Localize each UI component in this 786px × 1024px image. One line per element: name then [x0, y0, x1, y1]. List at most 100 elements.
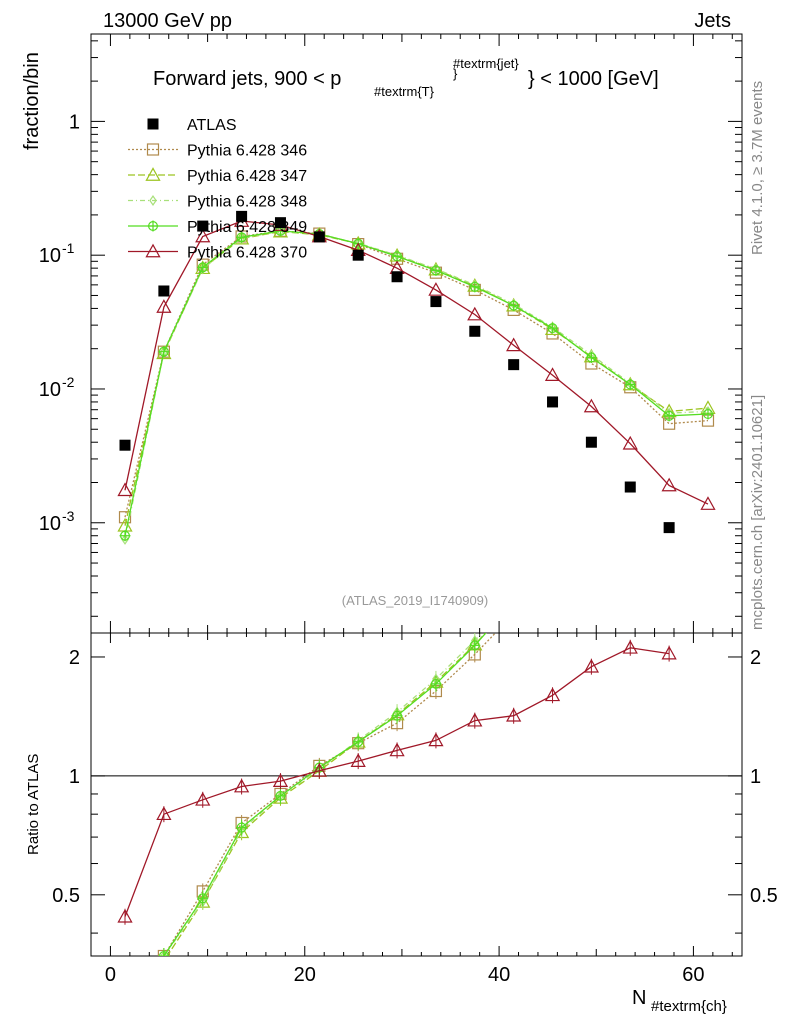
ratio-0-point-10 [508, 608, 519, 619]
mcplots-label: mcplots.cern.ch [arXiv:2401.10621] [749, 395, 766, 630]
ratio-3-point-9 [469, 639, 481, 651]
ratio-1-point-0 [118, 1007, 131, 1019]
x-axis-label-main: N [632, 987, 646, 1009]
series-3-point-0 [119, 530, 131, 542]
ratio-3-point-1 [158, 950, 170, 956]
legend-label-data: ATLAS [187, 117, 237, 134]
ratio-1-point-11 [546, 554, 559, 566]
ratio-0-point-11 [547, 568, 558, 579]
ratio-0-point-12 [586, 538, 597, 549]
legend-marker-3 [147, 220, 159, 232]
data-point-9 [469, 325, 481, 337]
x-tick-label: 0 [105, 964, 116, 986]
ratio-2-point-12 [588, 513, 594, 522]
y-tick-label-top: 10 [39, 513, 61, 535]
ratio-3-point-11-ring [548, 554, 557, 563]
series-line-3 [124, 230, 709, 536]
series-4-point-1 [156, 299, 172, 313]
ratio-panel-frame [90, 632, 743, 957]
series-3-point-9 [469, 281, 481, 293]
series-4-point-14 [661, 477, 677, 492]
ratio-4-point-8 [428, 732, 444, 747]
ratio-3-point-12 [586, 520, 597, 531]
ratio-3-point-2 [197, 892, 209, 904]
ratio-4-point-1 [156, 806, 172, 821]
legend-marker-1 [145, 167, 161, 181]
ratio-line-3 [163, 633, 487, 956]
data-point-6 [352, 249, 364, 261]
series-3-point-15 [702, 408, 714, 420]
chart-title-sub: #textrm{T} [374, 84, 435, 99]
ratio-4-point-10 [506, 707, 522, 722]
data-point-3 [236, 210, 248, 222]
ratio-2-point-11 [549, 552, 555, 561]
legend-label-3: Pythia 6.428 349 [187, 219, 307, 236]
y-tick-label-bottom-right: 0.5 [750, 885, 778, 907]
ratio-4-point-9 [467, 712, 483, 727]
y-tick-label-top-exp: -3 [62, 508, 75, 524]
y-tick-label-bottom: 1 [69, 766, 80, 788]
y-tick-label-bottom: 0.5 [52, 885, 80, 907]
series-3-point-13 [624, 379, 636, 391]
data-point-4 [274, 217, 286, 229]
ratio-1-point-10 [507, 596, 520, 608]
chart-title: Forward jets, 900 < p [153, 68, 341, 90]
ratio-3-point-14-ring [665, 441, 674, 450]
series-4-point-15 [700, 496, 716, 510]
ratio-4-point-14 [661, 645, 677, 660]
series-4-point-0 [117, 482, 133, 497]
legend-marker-4 [145, 243, 161, 258]
series-3-point-12 [585, 351, 597, 363]
ratio-4-point-11 [544, 687, 561, 702]
rivet-label: Rivet 4.1.0, ≥ 3.7M events [749, 81, 766, 255]
legend-marker-0 [146, 143, 160, 156]
ratio-3-point-14 [664, 440, 675, 451]
x-tick-label: 20 [294, 964, 316, 986]
series-4-point-2 [195, 228, 211, 243]
y-tick-label-bottom-right: 2 [750, 647, 761, 669]
ratio-2-point-13 [627, 467, 633, 476]
data-point-11 [547, 396, 559, 408]
chart-title-main: Forward jets, 900 < p [153, 68, 341, 90]
ratio-0-point-0 [120, 983, 131, 994]
ratio-3-point-10 [508, 596, 519, 607]
legend-marker-data [147, 118, 159, 130]
series-3-point-2 [197, 261, 209, 273]
series-line-1 [124, 230, 709, 526]
header-right: Jets [694, 10, 731, 32]
ratio-2-point-14 [666, 433, 672, 442]
series-3-point-3 [236, 231, 248, 243]
series-2-point-0 [121, 534, 129, 545]
y-tick-label-top: 10 [39, 245, 61, 267]
ratio-2-point-1 [160, 950, 168, 956]
ratio-4-point-4 [272, 773, 289, 787]
data-point-13 [624, 481, 636, 493]
legend: ATLAS Pythia 6.428 346 Pythia 6.428 347 Pyt… [128, 117, 307, 262]
x-axis-label-sub: #textrm{ch} [651, 998, 727, 1015]
ratio-3-point-13 [625, 468, 636, 479]
ratio-3-point-6 [352, 736, 364, 748]
ratio-series-layer [91, 433, 742, 1019]
legend-label-4: Pythia 6.428 370 [187, 245, 307, 262]
series-3-point-11 [547, 322, 559, 334]
y-axis-label-top: fraction/bin [21, 52, 43, 150]
data-point-7 [391, 271, 403, 283]
y-tick-label-top: 1 [69, 111, 80, 133]
y-tick-label-bottom: 2 [69, 647, 80, 669]
series-4-point-9 [467, 306, 483, 321]
ratio-4-point-6 [350, 753, 366, 767]
ratio-4-point-12 [583, 658, 600, 673]
data-point-12 [585, 436, 597, 448]
ratio-3-point-4 [274, 790, 286, 802]
y-tick-label-top-exp: -1 [62, 240, 75, 256]
series-line-2 [124, 230, 709, 540]
ratio-2-point-10 [511, 595, 517, 604]
ratio-4-point-3 [233, 778, 250, 793]
x-axis-label: N [632, 987, 646, 1009]
x-tick-label: 60 [682, 964, 704, 986]
data-point-10 [508, 359, 520, 371]
chart-title-close: } [453, 66, 458, 81]
data-point-8 [430, 296, 442, 308]
ratio-1-point-12 [585, 516, 598, 528]
